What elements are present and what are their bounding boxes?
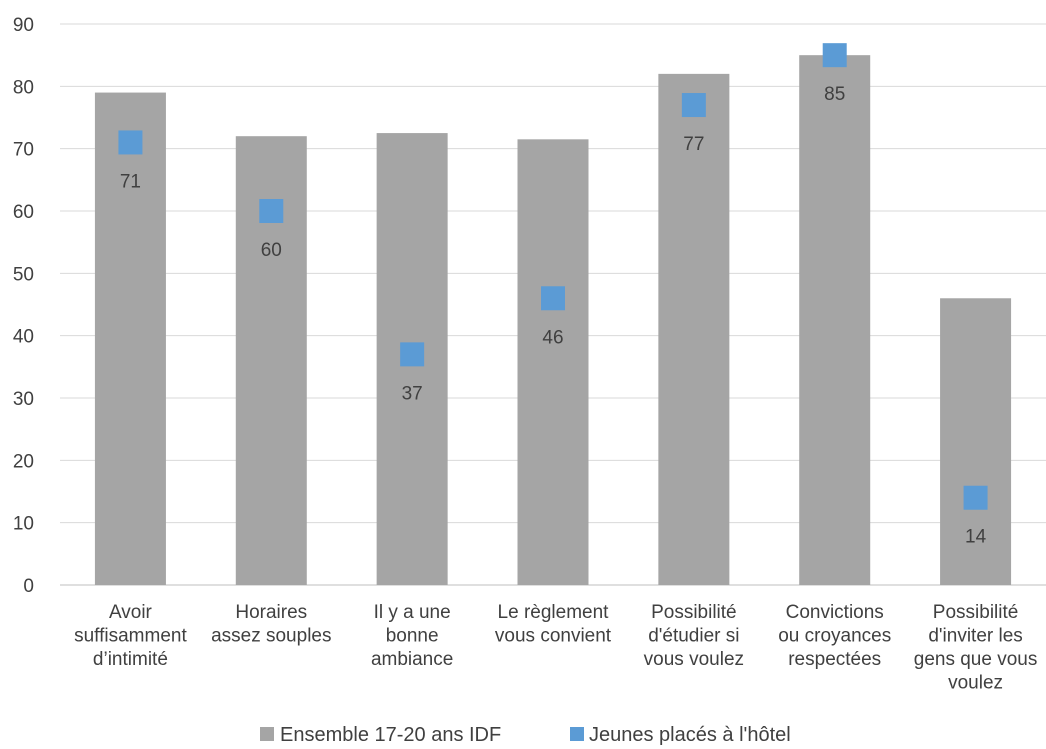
legend: Ensemble 17-20 ans IDF Jeunes placés à l… xyxy=(260,724,791,746)
x-category-line: Il y a une xyxy=(374,602,451,623)
x-category-line: Possibilité xyxy=(933,602,1019,623)
y-tick-label: 10 xyxy=(13,514,34,535)
marker-point xyxy=(541,286,565,311)
x-category-line: Convictions xyxy=(786,602,884,623)
x-category-label: Convictions ou croyances respectées xyxy=(778,602,891,670)
y-axis-ticks: 0 10 20 30 40 50 60 70 80 90 xyxy=(13,15,34,597)
data-label: 14 xyxy=(965,527,987,548)
x-category-line: gens que vous xyxy=(914,649,1038,670)
legend-swatch-marker xyxy=(570,727,584,741)
marker-point xyxy=(118,130,143,155)
bar-series xyxy=(94,55,1012,586)
data-label: 85 xyxy=(824,84,845,105)
x-category-line: respectées xyxy=(788,649,881,670)
y-tick-label: 20 xyxy=(13,451,34,472)
data-label: 37 xyxy=(402,383,423,404)
data-labels: 71 60 37 46 77 85 14 xyxy=(120,84,987,548)
y-tick-label: 30 xyxy=(13,389,34,410)
x-category-line: Horaires xyxy=(235,602,307,623)
x-category-label: Avoir suffisamment d’intimité xyxy=(74,602,187,670)
bar xyxy=(658,73,730,585)
x-category-line: ambiance xyxy=(371,649,453,670)
x-axis-categories: Avoir suffisamment d’intimité Horaires assez… xyxy=(74,602,1037,694)
x-category-line: Avoir xyxy=(109,602,153,623)
x-category-line: d'étudier si xyxy=(648,626,739,647)
legend-label-bar: Ensemble 17-20 ans IDF xyxy=(280,724,501,746)
bar xyxy=(94,92,166,586)
y-tick-label: 70 xyxy=(13,140,34,161)
data-label: 60 xyxy=(261,240,282,261)
x-category-line: voulez xyxy=(948,673,1003,694)
x-category-line: Possibilité xyxy=(651,602,737,623)
data-label: 46 xyxy=(542,327,563,348)
bar xyxy=(517,139,589,586)
data-label: 77 xyxy=(683,134,704,155)
y-tick-label: 40 xyxy=(13,327,34,348)
x-category-line: ou croyances xyxy=(778,626,891,647)
legend-swatch-bar xyxy=(260,727,274,741)
y-tick-label: 80 xyxy=(13,77,34,98)
x-category-line: bonne xyxy=(386,626,439,647)
marker-point xyxy=(259,199,284,223)
marker-point xyxy=(681,93,706,118)
x-category-line: assez souples xyxy=(211,626,331,647)
x-category-line: vous convient xyxy=(495,626,612,647)
x-category-line: d'inviter les xyxy=(928,626,1022,647)
bar xyxy=(940,298,1012,585)
y-tick-label: 0 xyxy=(23,576,34,597)
x-category-label: Le règlement vous convient xyxy=(495,602,612,647)
y-tick-label: 50 xyxy=(13,264,34,285)
x-category-label: Possibilité d'inviter les gens que vous vou… xyxy=(914,602,1038,694)
marker-point xyxy=(963,485,988,510)
y-tick-label: 90 xyxy=(13,15,34,36)
x-category-line: vous voulez xyxy=(644,649,744,670)
marker-series xyxy=(118,43,988,510)
marker-point xyxy=(400,342,425,367)
x-category-label: Possibilité d'étudier si vous voulez xyxy=(644,602,744,670)
x-category-line: d’intimité xyxy=(93,649,168,670)
marker-point xyxy=(822,43,847,68)
bar xyxy=(799,55,871,585)
x-category-line: suffisamment xyxy=(74,626,187,647)
y-tick-label: 60 xyxy=(13,202,34,223)
x-category-label: Il y a une bonne ambiance xyxy=(371,602,453,670)
data-label: 71 xyxy=(120,171,141,192)
legend-label-marker: Jeunes placés à l'hôtel xyxy=(589,724,791,746)
x-category-line: Le règlement xyxy=(498,602,610,623)
x-category-label: Horaires assez souples xyxy=(211,602,331,647)
